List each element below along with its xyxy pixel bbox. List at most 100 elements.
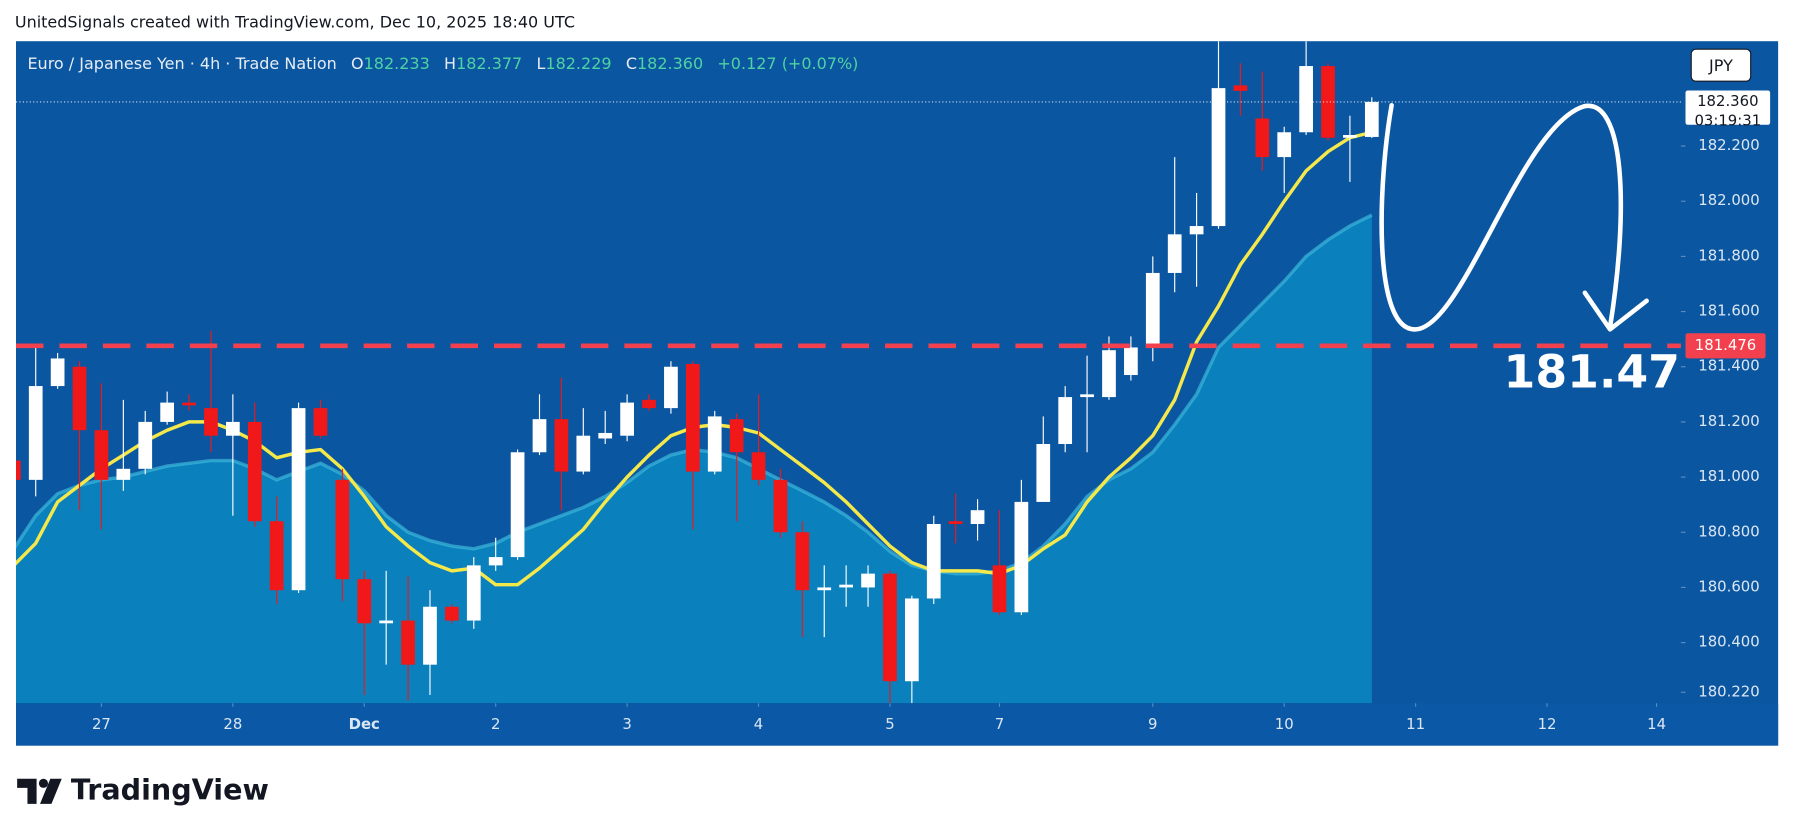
candle-body bbox=[1124, 347, 1138, 376]
candle-body bbox=[1321, 66, 1335, 138]
currency-button[interactable] bbox=[1690, 48, 1752, 82]
drawn-arrow bbox=[1379, 102, 1624, 332]
candle-body bbox=[1058, 397, 1073, 444]
legend-value: 182.233 bbox=[364, 54, 430, 73]
y-tick-label: 181.000 bbox=[1698, 467, 1759, 485]
candle-body bbox=[94, 430, 109, 480]
y-tick-label: 181.400 bbox=[1698, 357, 1759, 375]
candle-body bbox=[576, 435, 591, 472]
x-tick-label: 5 bbox=[885, 715, 894, 733]
candle-body bbox=[379, 620, 394, 624]
candle-body bbox=[904, 598, 919, 682]
candle-body bbox=[1145, 272, 1160, 348]
legend-key: H bbox=[444, 54, 456, 73]
candle-body bbox=[204, 408, 218, 436]
y-tick-label: 180.800 bbox=[1698, 522, 1759, 540]
x-tick-label: 11 bbox=[1406, 715, 1425, 733]
candle-body bbox=[423, 606, 437, 665]
legend-value: 182.360 bbox=[637, 54, 703, 73]
candle-body bbox=[50, 358, 65, 387]
symbol: Euro / Japanese Yen · 4h · Trade Nation bbox=[27, 54, 336, 73]
candle-body bbox=[247, 421, 262, 522]
x-tick-label: 12 bbox=[1538, 715, 1557, 733]
candle-body bbox=[401, 620, 415, 665]
logo-mark bbox=[17, 778, 37, 804]
x-tick-label: 2 bbox=[491, 715, 500, 733]
x-tick-label: 7 bbox=[995, 715, 1004, 733]
candle-body bbox=[598, 432, 613, 439]
candle-body bbox=[510, 452, 525, 558]
x-tick-label: 9 bbox=[1148, 715, 1157, 733]
x-tick-label: 10 bbox=[1275, 715, 1294, 733]
candle-body bbox=[1343, 135, 1357, 138]
candle-body bbox=[817, 587, 832, 591]
candle-body bbox=[685, 363, 700, 472]
candle-body bbox=[1364, 101, 1379, 137]
candle-body bbox=[1167, 234, 1182, 273]
x-axis-band bbox=[16, 703, 1779, 746]
arrow-head bbox=[1582, 290, 1649, 332]
attribution: UnitedSignals created with TradingView.c… bbox=[15, 12, 575, 31]
axes: 182.200 182.000 181.800 181.600 181.400 181.2… bbox=[16, 90, 1779, 746]
candle-body bbox=[773, 479, 788, 533]
x-tick-label: 28 bbox=[223, 715, 242, 733]
x-tick-label: Dec bbox=[349, 715, 380, 733]
y-tick-label: 181.600 bbox=[1698, 302, 1759, 320]
candle-body bbox=[291, 408, 306, 591]
candle-body bbox=[729, 419, 744, 453]
candle-body bbox=[861, 573, 875, 588]
currency-label[interactable]: JPY bbox=[1708, 56, 1733, 75]
candle-body bbox=[992, 565, 1007, 613]
candle-body bbox=[1299, 66, 1313, 133]
candle-body bbox=[620, 402, 634, 436]
candle-body bbox=[1189, 226, 1204, 235]
x-tick-label: 27 bbox=[92, 715, 111, 733]
last-price-tag bbox=[1685, 90, 1771, 125]
level-label: 181.476 bbox=[1695, 336, 1756, 354]
candle-body bbox=[1255, 118, 1270, 158]
candle-body bbox=[970, 510, 985, 524]
logo-mark bbox=[40, 778, 62, 804]
countdown: 03:19:31 bbox=[1694, 111, 1761, 129]
candle-body bbox=[488, 557, 503, 566]
logo-text: TradingView bbox=[71, 772, 269, 806]
candle-body bbox=[926, 523, 941, 599]
candle-body bbox=[532, 419, 547, 453]
candle-body bbox=[948, 521, 963, 524]
candle-body bbox=[1277, 132, 1292, 158]
candle-body bbox=[16, 460, 21, 480]
x-tick-label: 14 bbox=[1647, 715, 1666, 733]
candle-body bbox=[554, 419, 569, 472]
legend-key: C bbox=[626, 54, 637, 73]
candle-body bbox=[182, 402, 196, 406]
candle-body bbox=[839, 584, 854, 588]
last-price-label: 182.360 bbox=[1697, 92, 1758, 110]
candle-body bbox=[72, 366, 87, 431]
legend-key: L bbox=[536, 54, 545, 73]
candle-body bbox=[751, 452, 766, 480]
candle-body bbox=[225, 421, 240, 436]
y-tick-label: 182.200 bbox=[1698, 136, 1759, 154]
x-tick-label: 4 bbox=[754, 715, 763, 733]
candle-body bbox=[335, 479, 350, 580]
change: +0.127 (+0.07%) bbox=[717, 54, 858, 73]
legend-value: 182.229 bbox=[545, 54, 611, 73]
x-tick-label: 3 bbox=[622, 715, 631, 733]
legend-key: O bbox=[351, 54, 364, 73]
candle-body bbox=[1211, 88, 1226, 227]
candle-body bbox=[116, 468, 131, 480]
y-tick-label: 180.400 bbox=[1698, 633, 1759, 651]
candle-body bbox=[795, 532, 810, 591]
logo: TradingView bbox=[17, 772, 269, 806]
candle-body bbox=[1014, 501, 1029, 613]
candle-body bbox=[1036, 443, 1051, 502]
y-tick-label: 180.600 bbox=[1698, 577, 1759, 595]
candle-body bbox=[664, 366, 678, 409]
candle-body bbox=[707, 416, 722, 472]
y-tick-label: 180.220 bbox=[1698, 682, 1759, 700]
candle-body bbox=[313, 408, 328, 436]
legend-value: 182.377 bbox=[456, 54, 522, 73]
candle-body bbox=[1102, 350, 1116, 398]
